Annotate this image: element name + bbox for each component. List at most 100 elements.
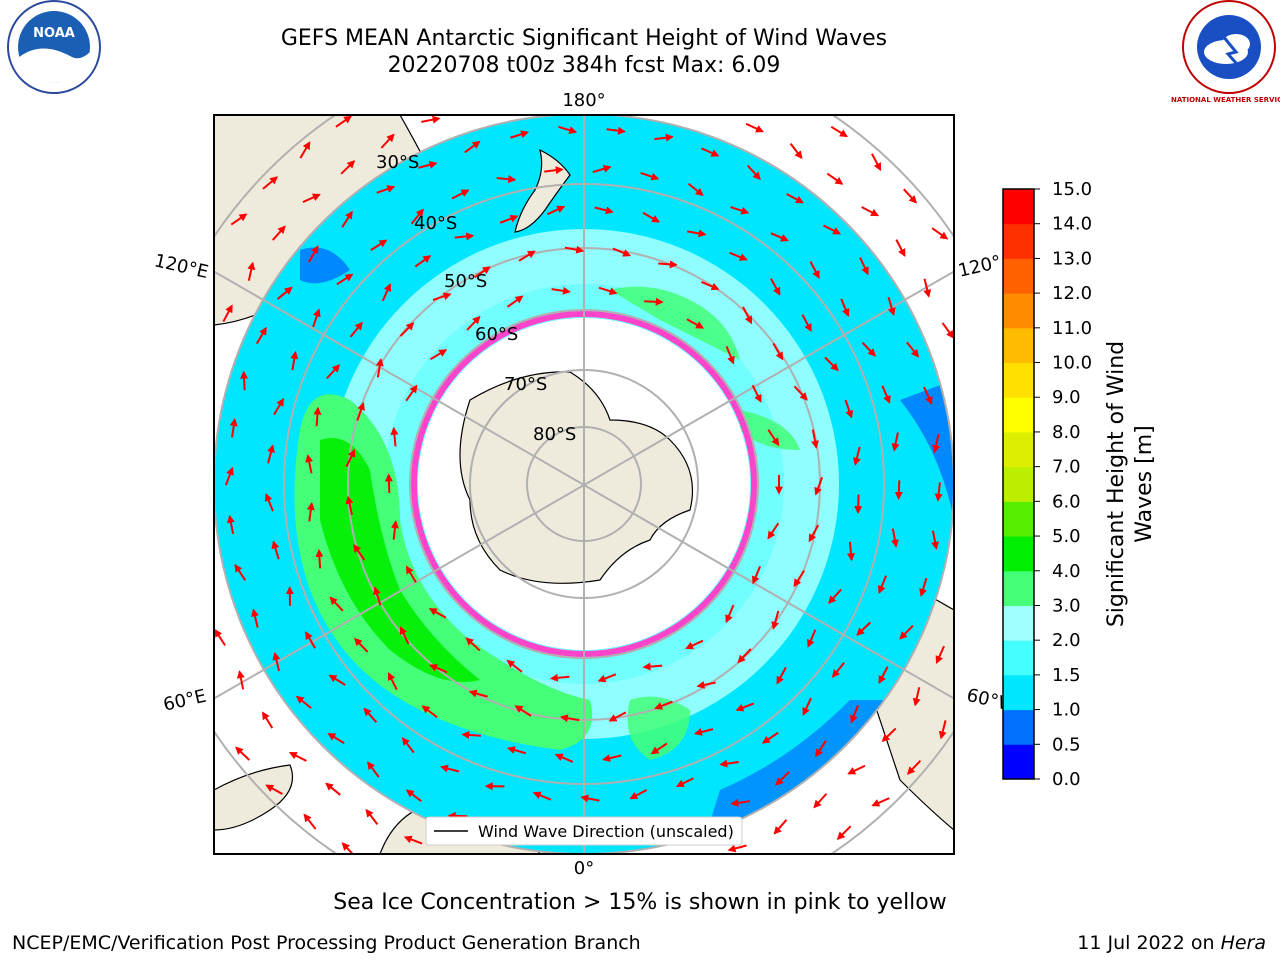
colorbar-tick-label: 14.0 [1052, 214, 1092, 235]
wind-wave-arrow [808, 524, 820, 543]
wind-wave-arrow [465, 637, 481, 652]
colorbar-tick-label: 8.0 [1052, 422, 1081, 443]
wind-wave-arrow [831, 661, 845, 678]
wind-wave-arrow [850, 704, 860, 724]
wind-wave-arrow [658, 260, 678, 269]
wind-wave-arrow [771, 610, 780, 630]
wind-wave-arrow [380, 133, 395, 149]
lat-label-30s: 30°S [376, 152, 419, 173]
wind-wave-arrow [923, 278, 932, 298]
wind-wave-arrow [650, 742, 668, 755]
lon-label-lower-left: 60°E [161, 686, 208, 716]
lat-label-40s: 40°S [414, 213, 457, 234]
wind-wave-arrow [247, 261, 256, 281]
wind-wave-arrow [770, 232, 789, 242]
colorbar-swatch [1003, 744, 1034, 780]
wind-wave-arrow [598, 286, 618, 296]
wind-wave-arrow [328, 674, 346, 686]
wind-wave-arrow [546, 205, 566, 216]
colorbar-swatch [1003, 570, 1034, 606]
wind-wave-arrow [629, 789, 648, 800]
colorbar-swatch [1003, 223, 1034, 259]
wind-wave-arrow [381, 283, 392, 302]
wind-wave-arrow [730, 798, 750, 807]
wind-wave-arrow [390, 426, 399, 447]
wind-wave-arrow [363, 707, 378, 723]
wind-wave-arrow [345, 495, 354, 516]
wind-wave-arrow [827, 588, 842, 604]
colorbar-swatch [1003, 674, 1034, 711]
colorbar-swatch [1003, 189, 1034, 225]
wind-wave-arrow [815, 740, 827, 758]
wind-wave-arrow [432, 292, 452, 301]
wind-wave-arrow [770, 278, 781, 296]
wind-wave-arrow [341, 210, 353, 228]
colorbar-swatch [1003, 640, 1034, 676]
wind-wave-arrow [421, 115, 441, 124]
wind-wave-arrow [934, 482, 943, 502]
lat-label-50s: 50°S [444, 271, 487, 292]
wind-wave-arrow [761, 731, 779, 744]
wind-wave-arrow [919, 577, 928, 597]
wind-wave-arrow [306, 501, 315, 522]
wind-wave-arrow [789, 142, 803, 160]
wind-wave-arrow [592, 164, 612, 173]
wind-wave-arrow [405, 384, 418, 402]
colorbar-tick-label: 7.0 [1052, 457, 1081, 478]
wind-wave-arrow [823, 224, 842, 235]
footer-host: Hera [1220, 932, 1266, 954]
wind-wave-arrow [685, 639, 704, 650]
nws-logo: NATIONAL WEATHER SERVICE [1171, 0, 1280, 104]
map-legend: Wind Wave Direction (unscaled) [425, 816, 743, 846]
wind-wave-arrow [767, 522, 780, 540]
wind-wave-arrow [554, 753, 574, 763]
wind-wave-arrow [356, 402, 365, 421]
wind-wave-arrow [606, 126, 626, 135]
wind-wave-arrow [751, 384, 762, 403]
nws-logo-text: NATIONAL WEATHER SERVICE [1171, 96, 1280, 104]
wind-wave-arrow [931, 227, 949, 240]
wind-wave-arrow [793, 385, 808, 401]
wind-wave-arrow [935, 645, 945, 665]
sea-ice-caption: Sea Ice Concentration > 15% is shown in … [333, 890, 947, 915]
wind-wave-arrow [847, 764, 866, 775]
lon-label-bottom: 0° [574, 858, 594, 879]
wind-wave-arrow [336, 273, 354, 286]
wind-wave-arrow [813, 793, 828, 809]
lon-label-upper-right: 120° [956, 252, 1003, 282]
wind-wave-arrow [271, 225, 286, 241]
wind-wave-arrow [428, 608, 447, 619]
wind-wave-arrow [701, 281, 720, 291]
wind-wave-arrow [654, 133, 674, 142]
wind-wave-arrow [729, 251, 748, 261]
wind-wave-arrow [544, 166, 564, 175]
wind-wave-arrow [847, 541, 855, 562]
wind-wave-arrow [499, 214, 519, 224]
wind-wave-arrow [327, 732, 345, 744]
wind-wave-arrow [224, 466, 234, 486]
wind-wave-arrow [288, 751, 307, 762]
wind-wave-arrow [262, 176, 279, 190]
wind-wave-arrow [440, 764, 460, 773]
colorbar-label-line1: Significant Height of Wind [1104, 341, 1129, 627]
wind-wave-arrow [514, 705, 532, 717]
wind-wave-arrow [906, 341, 920, 358]
wind-wave-arrow [399, 626, 410, 645]
wind-wave-arrow [399, 322, 415, 337]
wind-wave-arrow [861, 206, 880, 217]
wind-wave-arrow [506, 659, 523, 673]
colorbar-swatch [1003, 466, 1034, 502]
africa-land [214, 764, 294, 831]
colorbar-label-line2: Waves [m] [1132, 425, 1157, 542]
wind-wave-arrow [878, 666, 889, 685]
map-frame [213, 114, 955, 855]
wind-wave-arrow [367, 761, 380, 778]
wind-wave-arrow [387, 672, 398, 691]
wind-wave-arrow [262, 711, 274, 729]
wind-wave-arrow [405, 789, 423, 803]
lon-label-top: 180° [562, 90, 605, 111]
wind-wave-arrow [230, 213, 248, 226]
footer-date-text: 11 Jul 2022 on [1077, 932, 1221, 954]
wind-wave-arrow [793, 570, 805, 588]
wind-wave-arrow [376, 185, 396, 194]
